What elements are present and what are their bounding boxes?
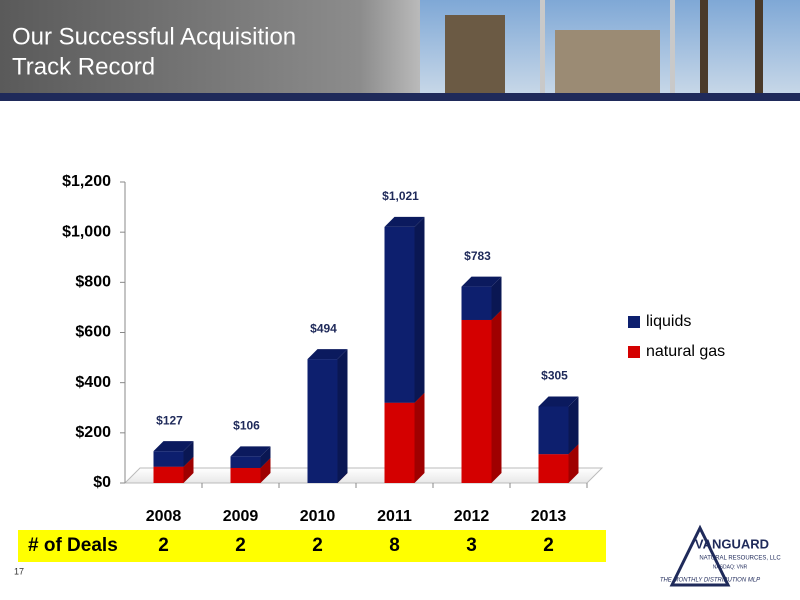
logo-subtitle: NATURAL RESOURCES, LLC [699,556,781,562]
legend-label: natural gas [646,343,725,360]
bar [384,226,415,403]
y-tick-label: $600 [75,324,111,341]
logo-name: VANGUARD [695,536,769,551]
photo [555,30,660,95]
y-tick-label: $1,200 [62,173,111,190]
legend-swatch [628,316,640,328]
x-tick-label: 2008 [146,508,182,525]
bar-top [153,441,194,452]
y-tick-label: $0 [93,474,111,491]
deals-label: # of Deals [28,535,118,556]
x-tick-label: 2012 [454,508,490,525]
deals-value: 2 [543,535,554,556]
deals-value: 2 [312,535,323,556]
total-label: $494 [310,321,337,335]
bar-side [260,446,271,468]
total-label: $106 [233,419,260,433]
deals-value: 2 [158,535,169,556]
bar-side [568,444,579,483]
bar-side [183,441,194,467]
bar-side [491,276,502,320]
bar [230,467,261,483]
bar-side [183,456,194,483]
bar-top [538,396,579,407]
title: Our Successful Acquisition [12,23,296,50]
y-tick-label: $400 [75,374,111,391]
bar-top [230,446,271,457]
bar [538,406,569,455]
photo [755,0,763,95]
bar [307,359,338,483]
bar [153,466,184,483]
total-label: $305 [541,369,568,383]
bar [461,319,492,483]
bar-side [491,309,502,483]
bar [538,454,569,483]
deals-value: 2 [235,535,246,556]
logo-mark [669,524,731,587]
page-number: 17 [14,566,24,576]
bar-top [384,216,425,227]
bar-side [337,349,348,483]
floor [123,467,604,484]
bar-side [260,457,271,483]
bar-side [568,396,579,455]
legend-label: liquids [646,313,691,330]
x-tick-label: 2009 [223,508,259,525]
deals-value: 3 [466,535,477,556]
bar-top [307,349,348,360]
bar-side [414,216,425,403]
title: Track Record [12,53,155,80]
deals-value: 8 [389,535,400,556]
bar-side [414,392,425,483]
bar [153,451,184,467]
y-tick-label: $200 [75,424,111,441]
total-label: $1,021 [382,189,419,203]
total-label: $783 [464,249,491,263]
bar [230,456,261,468]
bar-top [461,276,502,287]
photo [445,15,505,95]
photo [675,0,800,95]
x-tick-label: 2010 [300,508,336,525]
x-tick-label: 2011 [377,508,412,525]
bar [384,402,415,483]
photo [700,0,708,95]
x-tick-label: 2013 [531,508,567,525]
bar [461,286,492,320]
logo-tagline: THE MONTHLY DISTRIBUTION MLP [660,578,760,584]
total-label: $127 [156,413,183,427]
y-tick-label: $800 [75,274,111,291]
logo-ticker: NASDAQ: VNR [713,564,748,570]
legend-swatch [628,346,640,358]
header-stripe [0,93,800,101]
y-tick-label: $1,000 [62,223,111,240]
deals-band [18,530,606,562]
